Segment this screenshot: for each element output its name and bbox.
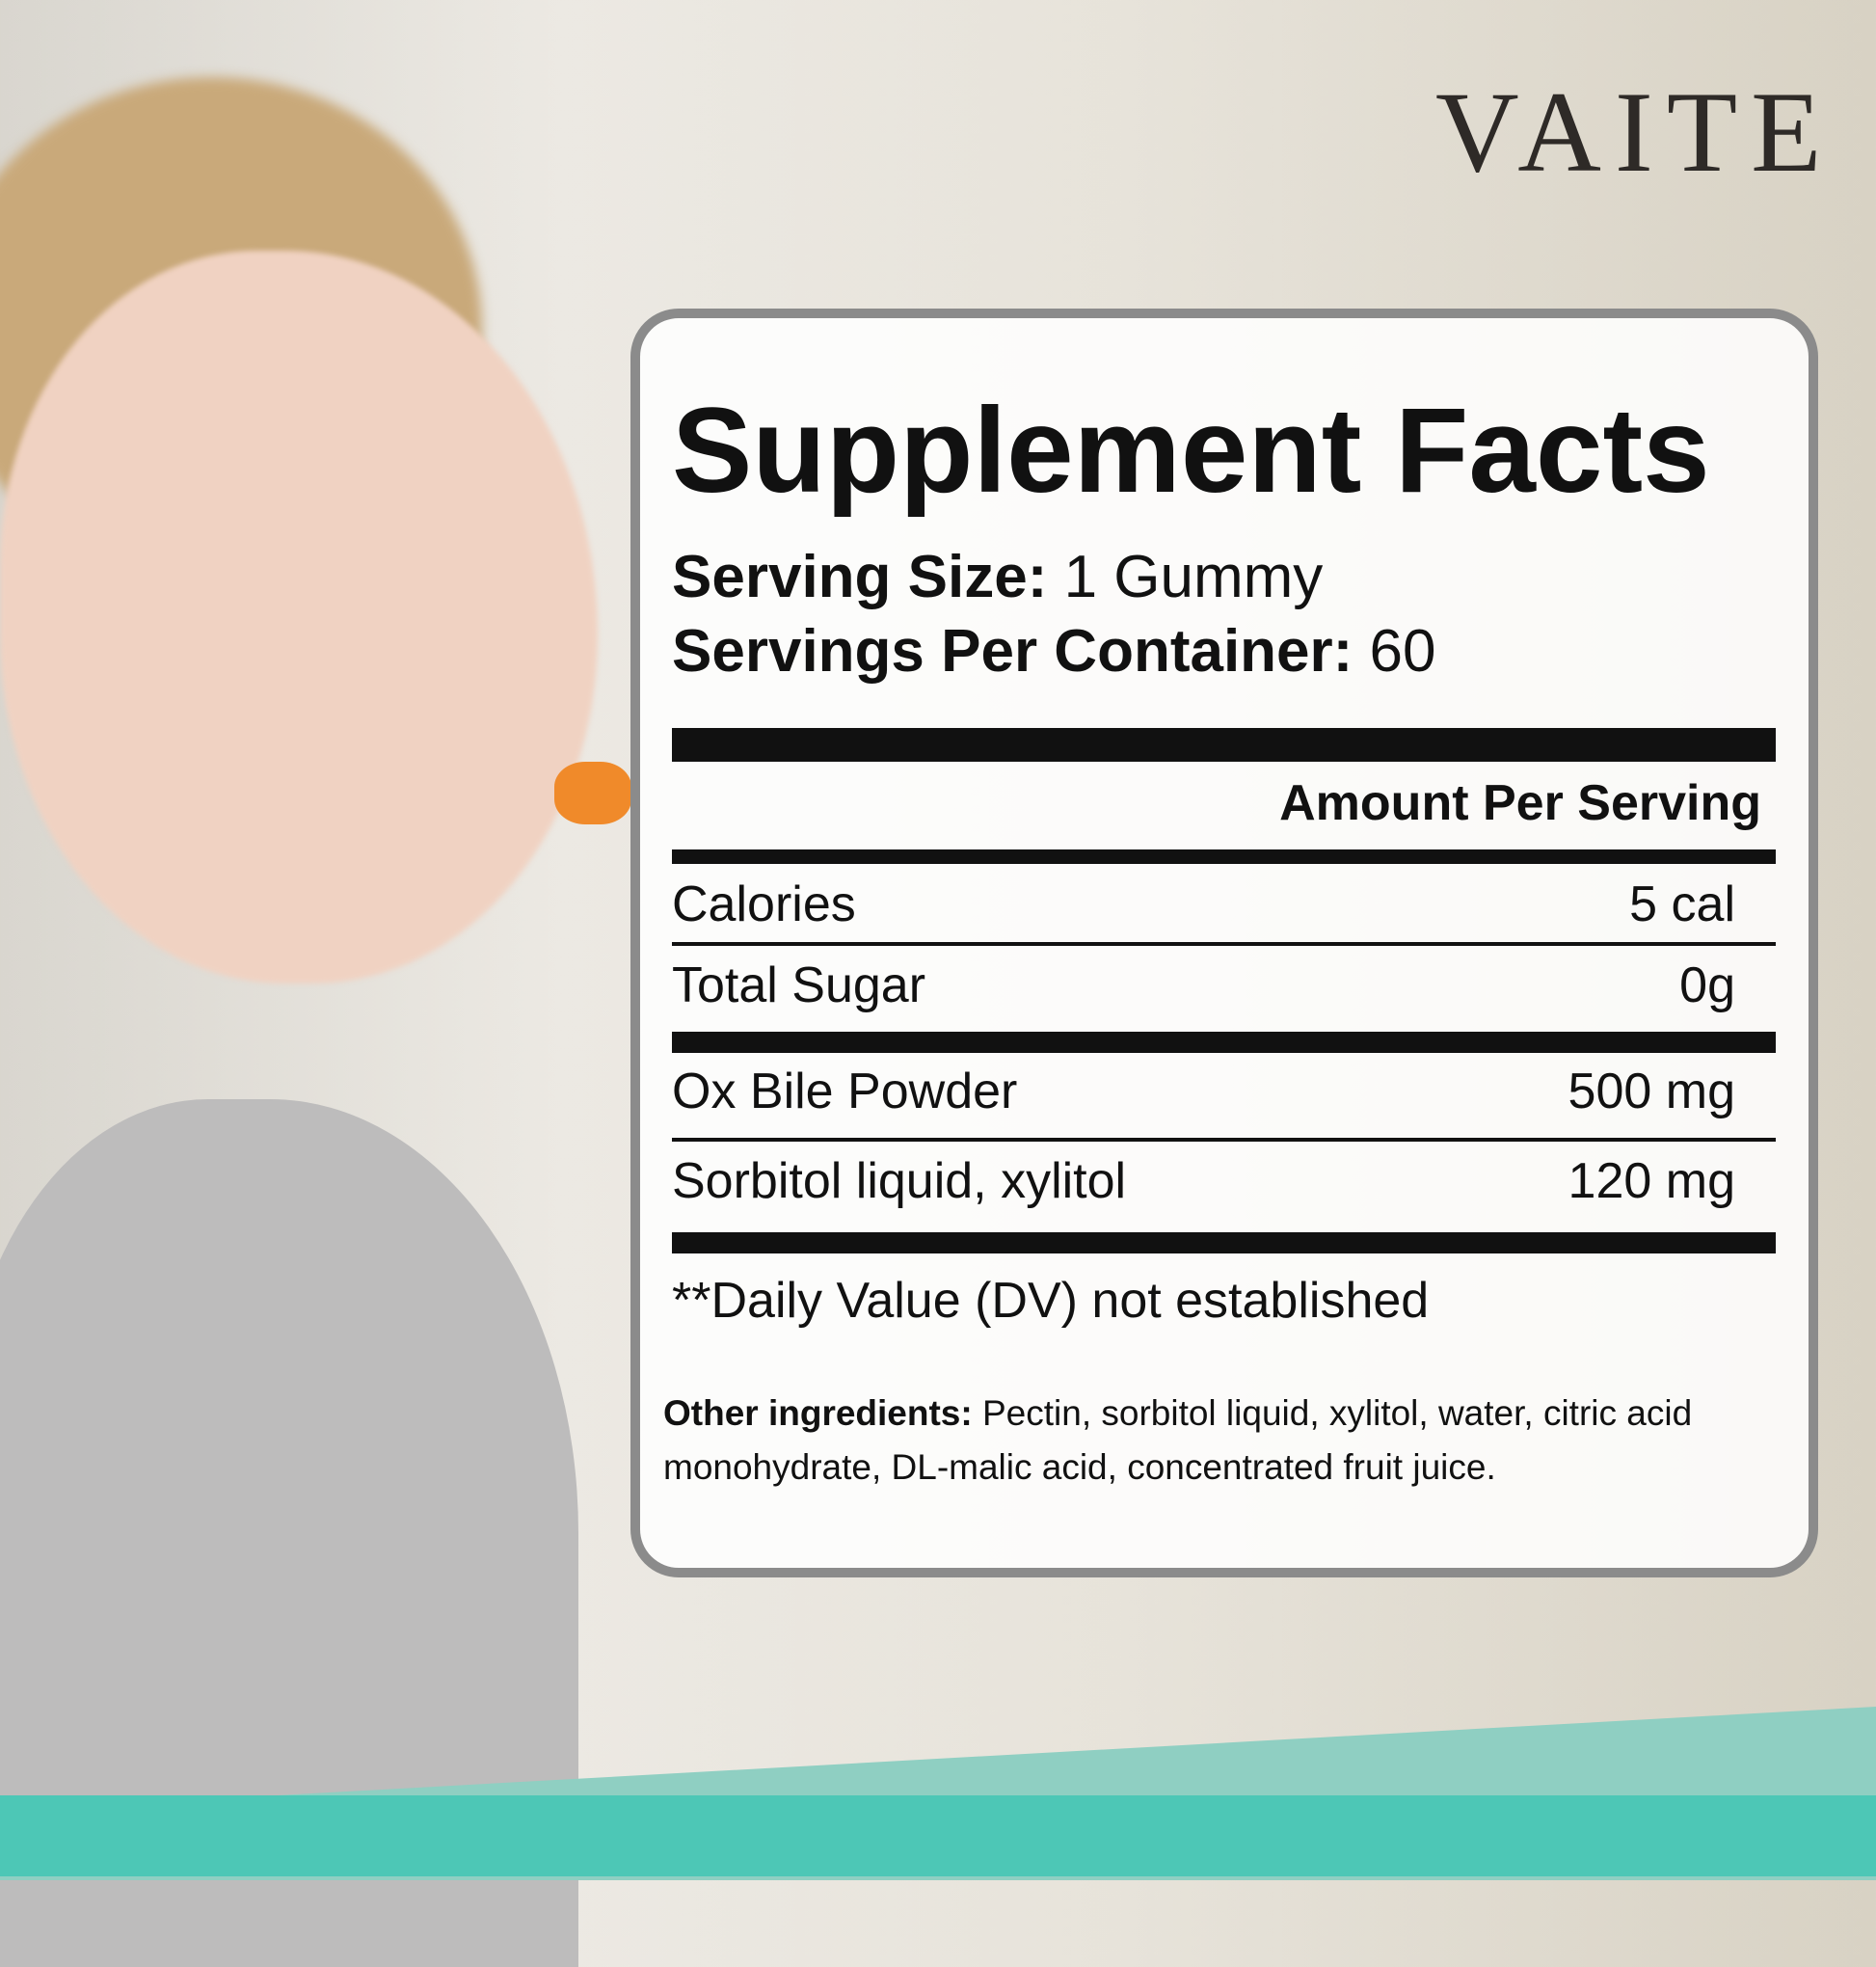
footnote: **Daily Value (DV) not established — [672, 1273, 1430, 1329]
servings-per-container: Servings Per Container: 60 — [672, 622, 1436, 682]
servings-value: 60 — [1369, 618, 1436, 685]
row-label: Total Sugar — [672, 957, 926, 1013]
title: Supplement Facts — [672, 384, 1710, 518]
serving-size-label: Serving Size: — [672, 544, 1048, 610]
row-label: Calories — [672, 876, 856, 932]
row-value: 5 cal — [1629, 876, 1735, 932]
row-value: 0g — [1679, 957, 1735, 1013]
row-label: Sorbitol liquid, xylitol — [672, 1153, 1127, 1209]
row-value: 120 mg — [1568, 1153, 1735, 1209]
background-gummy — [554, 762, 631, 824]
serving-size-value: 1 Gummy — [1063, 544, 1324, 610]
amount-header: Amount Per Serving — [1279, 775, 1761, 831]
serving-size: Serving Size: 1 Gummy — [672, 548, 1323, 607]
other-ingredients-label: Other ingredients: — [663, 1393, 973, 1433]
thin-rule — [672, 942, 1776, 946]
other-ingredients: Other ingredients: Pectin, sorbitol liqu… — [663, 1387, 1762, 1495]
row-value: 500 mg — [1568, 1064, 1735, 1119]
servings-label: Servings Per Container: — [672, 618, 1353, 685]
other-ingredients-text: Pectin, sorbitol liquid, xylitol, water,… — [663, 1393, 1693, 1487]
row-label: Ox Bile Powder — [672, 1064, 1018, 1119]
background-face — [0, 251, 598, 984]
rule — [672, 849, 1776, 864]
brand-logo: VAITE — [1435, 67, 1836, 196]
thin-rule — [672, 1138, 1776, 1142]
thick-rule — [672, 728, 1776, 762]
thick-rule — [672, 1232, 1776, 1253]
thick-rule — [672, 1032, 1776, 1053]
teal-band-bottom — [0, 1795, 1876, 1876]
